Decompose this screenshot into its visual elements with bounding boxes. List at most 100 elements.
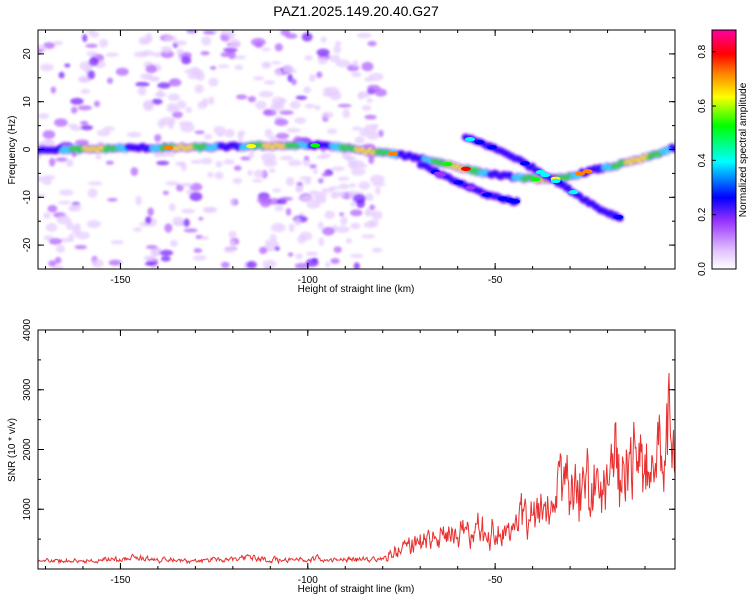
noise-blob bbox=[135, 81, 150, 87]
noise-blob bbox=[262, 259, 277, 269]
noise-blob bbox=[155, 247, 161, 255]
noise-blob bbox=[71, 106, 78, 114]
noise-blob bbox=[285, 176, 295, 187]
y-tick-label: 0 bbox=[22, 146, 33, 152]
noise-blob bbox=[58, 71, 65, 79]
noise-blob bbox=[220, 52, 230, 58]
noise-blob bbox=[316, 71, 323, 79]
noise-blob bbox=[52, 40, 63, 46]
noise-blob bbox=[202, 206, 218, 214]
noise-blob bbox=[178, 120, 193, 127]
noise-blob bbox=[302, 157, 311, 167]
noise-blob bbox=[41, 175, 56, 180]
noise-blob bbox=[192, 255, 207, 261]
noise-blob bbox=[264, 239, 272, 249]
ridge-hotspot bbox=[246, 143, 257, 149]
ridge-hotspot bbox=[387, 151, 398, 156]
spectrogram-y-label: Frequency (Hz) bbox=[7, 116, 18, 185]
noise-blob bbox=[320, 36, 327, 43]
noise-blob bbox=[345, 238, 352, 244]
noise-blob bbox=[304, 178, 311, 185]
noise-blob bbox=[287, 73, 293, 83]
noise-blob bbox=[324, 210, 336, 220]
ridge-hotspot bbox=[520, 161, 531, 166]
noise-blob bbox=[282, 64, 294, 72]
noise-blob bbox=[311, 257, 318, 263]
noise-blob bbox=[279, 110, 294, 115]
noise-blob bbox=[350, 209, 363, 217]
noise-blob bbox=[50, 86, 57, 94]
noise-blob bbox=[356, 32, 372, 39]
noise-blob bbox=[366, 131, 380, 140]
noise-blob bbox=[164, 223, 173, 233]
noise-blob bbox=[270, 223, 286, 233]
noise-blob bbox=[269, 234, 277, 242]
noise-blob bbox=[55, 244, 66, 253]
noise-blob bbox=[340, 216, 348, 226]
noise-blob bbox=[105, 160, 114, 165]
noise-blob bbox=[365, 207, 371, 217]
noise-blob bbox=[261, 61, 272, 69]
noise-blob bbox=[38, 113, 50, 119]
noise-blob bbox=[56, 215, 72, 225]
spectrogram-x-ticks: -150 -100 -50 bbox=[44, 30, 646, 286]
noise-blob bbox=[303, 155, 310, 161]
noise-blob bbox=[53, 118, 68, 127]
noise-blob bbox=[264, 128, 273, 138]
noise-blob bbox=[361, 234, 376, 239]
noise-blob bbox=[339, 212, 345, 217]
noise-blob bbox=[88, 57, 99, 67]
noise-blob bbox=[183, 228, 198, 233]
noise-blob bbox=[75, 231, 91, 240]
noise-blob bbox=[333, 246, 342, 253]
noise-blob bbox=[232, 55, 247, 60]
noise-blob bbox=[326, 128, 338, 134]
noise-blob bbox=[247, 169, 253, 176]
noise-blob bbox=[194, 84, 204, 94]
noise-blob bbox=[85, 43, 98, 48]
noise-blob bbox=[333, 191, 346, 198]
noise-blob bbox=[252, 178, 264, 183]
noise-blob bbox=[318, 237, 325, 247]
noise-blob bbox=[43, 212, 51, 219]
noise-blob bbox=[55, 157, 68, 162]
noise-blob bbox=[229, 39, 241, 49]
noise-blob bbox=[162, 190, 170, 196]
noise-blob bbox=[274, 205, 284, 212]
noise-blob bbox=[322, 226, 335, 236]
noise-blob bbox=[350, 222, 361, 230]
noise-blob bbox=[334, 41, 342, 46]
noise-blob bbox=[137, 86, 147, 96]
noise-blob bbox=[288, 223, 295, 233]
noise-blob bbox=[151, 265, 159, 269]
colorbar-tick-label: 0.2 bbox=[697, 207, 708, 221]
noise-blob bbox=[268, 168, 276, 174]
noise-blob bbox=[194, 130, 205, 135]
noise-blob bbox=[47, 205, 58, 213]
y-tick-label: 1000 bbox=[22, 498, 33, 521]
noise-blob bbox=[157, 119, 166, 129]
noise-blob bbox=[371, 247, 383, 253]
colorbar-ticks: 0.0 0.2 0.4 0.6 0.8 bbox=[697, 44, 716, 276]
noise-blob bbox=[40, 63, 54, 72]
noise-blob bbox=[181, 208, 196, 214]
noise-blob bbox=[203, 133, 213, 140]
noise-blob bbox=[145, 216, 152, 224]
colorbar-label: Normalized spectral amplitude bbox=[738, 82, 749, 217]
noise-blob bbox=[235, 94, 248, 100]
noise-blob bbox=[160, 46, 172, 53]
noise-blob bbox=[74, 139, 90, 146]
noise-blob bbox=[320, 153, 331, 159]
ridge-hotspot bbox=[433, 171, 444, 176]
noise-blob bbox=[354, 136, 365, 144]
noise-blob bbox=[70, 204, 82, 212]
noise-blob bbox=[295, 185, 302, 193]
ridge-hotspot bbox=[442, 162, 453, 167]
noise-blob bbox=[213, 125, 226, 135]
noise-blob bbox=[105, 52, 119, 57]
ridge-hotspot bbox=[460, 166, 471, 172]
noise-blob bbox=[289, 100, 301, 110]
y-tick-label: -10 bbox=[22, 190, 33, 205]
ridge-hotspot bbox=[163, 145, 174, 150]
noise-blob bbox=[180, 182, 194, 187]
